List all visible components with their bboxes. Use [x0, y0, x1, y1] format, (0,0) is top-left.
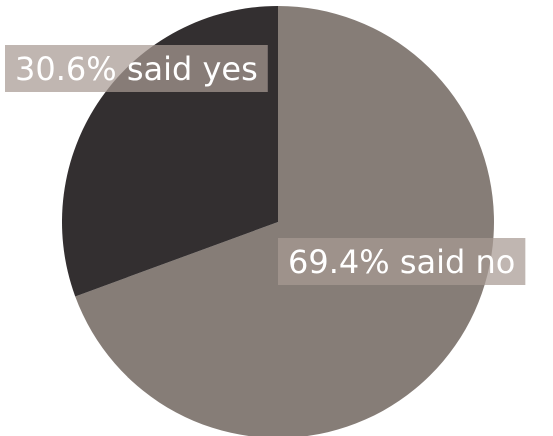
label-box — [5, 45, 268, 92]
slice-label-said-no: 69.4% said no — [278, 238, 526, 285]
pie-labels: 69.4% said no 30.6% said yes — [5, 45, 526, 285]
label-box — [278, 238, 526, 285]
pie-slice-said-no — [75, 6, 494, 436]
slice-label-text: 30.6% said yes — [15, 50, 258, 88]
slice-label-said-yes: 30.6% said yes — [5, 45, 268, 92]
slice-label-text: 69.4% said no — [288, 243, 515, 281]
